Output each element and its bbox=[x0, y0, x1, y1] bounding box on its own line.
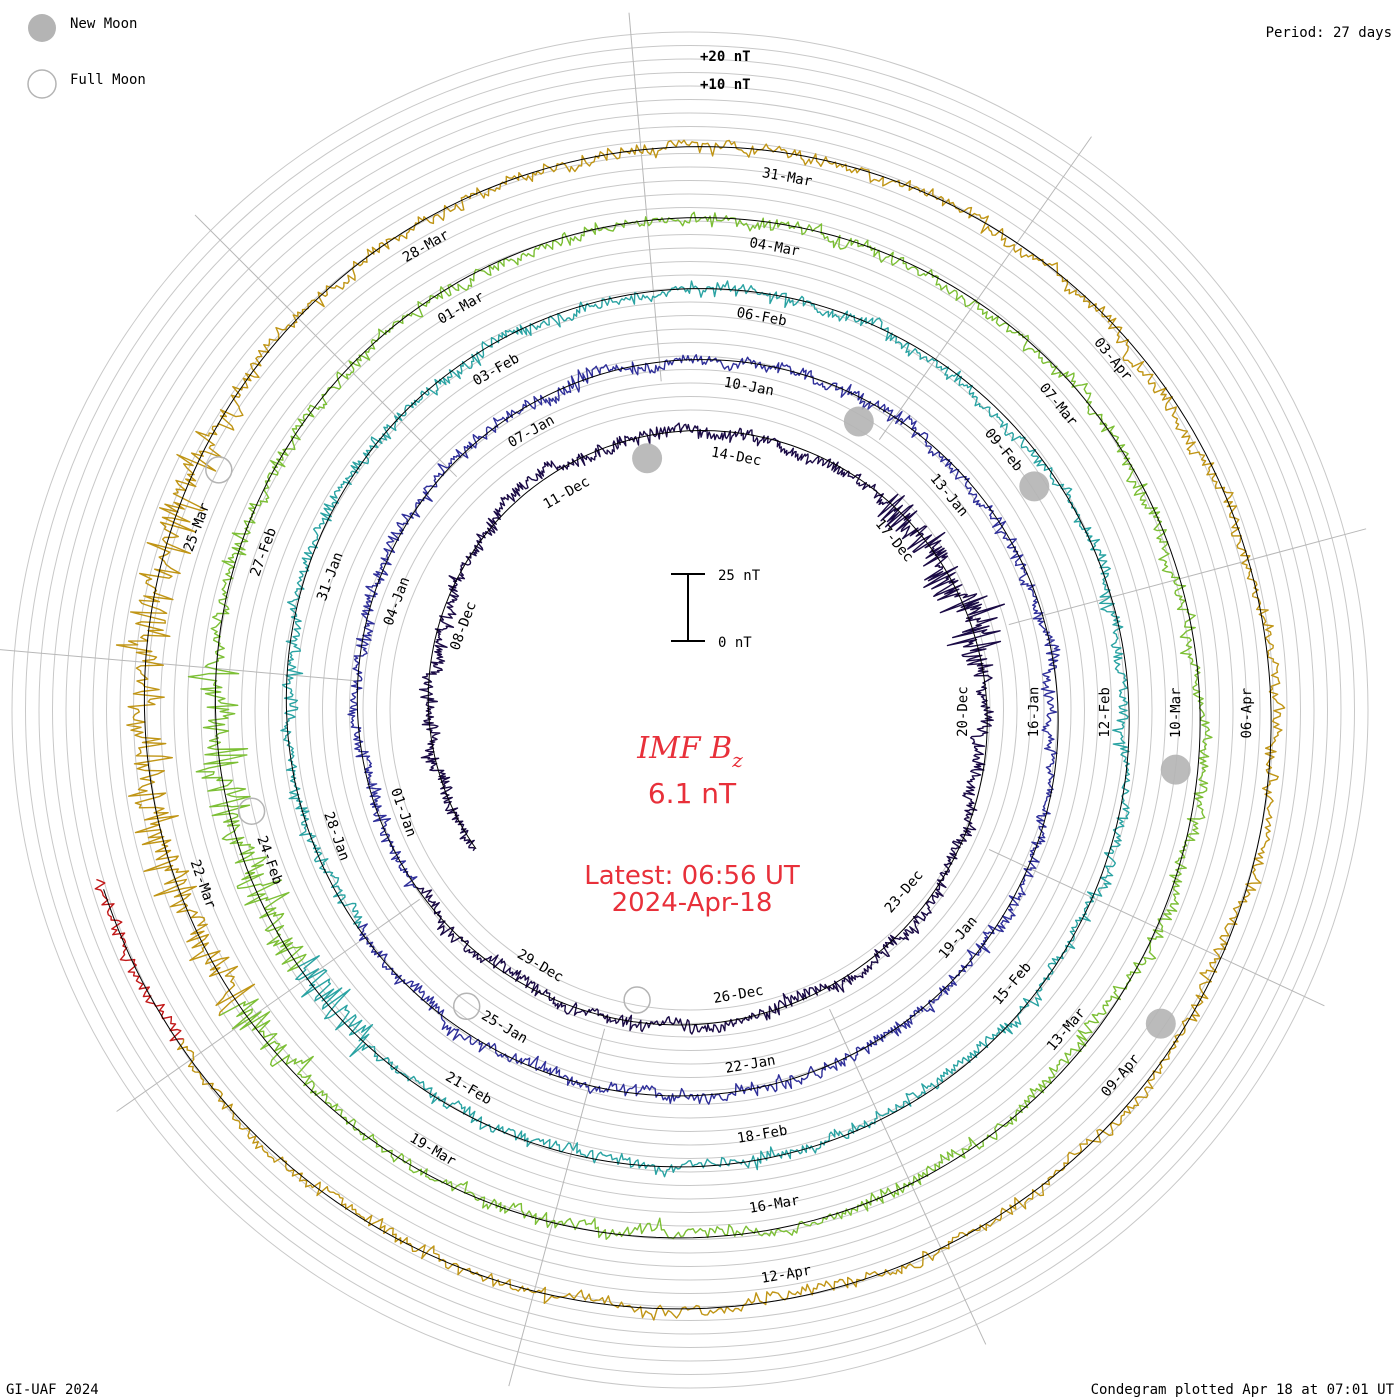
new-moon-marker bbox=[843, 406, 874, 437]
radial-spoke bbox=[194, 214, 458, 478]
grid-ring bbox=[160, 180, 1220, 1240]
grid-ring bbox=[389, 409, 991, 1011]
new-moon-marker bbox=[632, 443, 663, 474]
scale-bar-bottom-label: 0 nT bbox=[718, 635, 752, 651]
new-moon-marker bbox=[1145, 1008, 1176, 1039]
moon-phase-markers bbox=[205, 406, 1191, 1039]
bz-trace-turn bbox=[187, 211, 1213, 1240]
full-moon-marker bbox=[623, 986, 651, 1014]
grid-ring bbox=[92, 112, 1288, 1308]
date-tick-label: 14-Dec bbox=[710, 445, 763, 470]
radial-spoke bbox=[116, 898, 420, 1112]
date-tick-label: 27-Feb bbox=[248, 526, 281, 579]
date-tick-label: 12-Feb bbox=[1097, 687, 1113, 738]
grid-ring bbox=[25, 45, 1355, 1375]
radial-spoke bbox=[628, 12, 662, 382]
date-tick-label: 16-Mar bbox=[748, 1193, 801, 1217]
date-tick-label: 11-Dec bbox=[541, 474, 593, 513]
date-tick-label: 28-Jan bbox=[320, 810, 352, 863]
date-tick-label: 16-Jan bbox=[1026, 687, 1042, 738]
grid-ring bbox=[106, 126, 1274, 1294]
date-tick-label: 13-Mar bbox=[1044, 1005, 1089, 1054]
radial-spoke bbox=[0, 649, 362, 682]
grid-ring bbox=[52, 72, 1328, 1348]
grid-ring bbox=[349, 369, 1031, 1051]
date-tick-label: 01-Jan bbox=[387, 786, 419, 839]
center-latest-date: 2024-Apr-18 bbox=[612, 888, 773, 918]
bz-trace-turn bbox=[416, 422, 1005, 1035]
date-tick-label: 23-Dec bbox=[882, 867, 927, 916]
grid-ring bbox=[119, 139, 1261, 1281]
grid-ring bbox=[308, 328, 1072, 1092]
date-tick-label: 10-Mar bbox=[1168, 687, 1184, 738]
full-moon-marker bbox=[452, 992, 481, 1021]
grid-ring bbox=[362, 382, 1018, 1038]
grid-ring bbox=[335, 355, 1045, 1065]
full-moon-legend-icon bbox=[27, 69, 57, 99]
period-label: Period: 27 days bbox=[1266, 25, 1392, 41]
grid-ring bbox=[133, 153, 1247, 1267]
date-tick-label: 03-Apr bbox=[1090, 335, 1135, 384]
ring-label-20nT: +20 nT bbox=[700, 49, 751, 65]
grid-ring bbox=[173, 193, 1207, 1227]
date-tick-label: 29-Dec bbox=[514, 946, 566, 985]
new-moon-marker bbox=[1160, 754, 1191, 785]
new-moon-marker bbox=[1019, 471, 1050, 502]
date-tick-label: 24-Feb bbox=[253, 834, 285, 887]
grid-ring bbox=[241, 261, 1139, 1159]
grid-ring bbox=[281, 301, 1099, 1119]
grid-ring bbox=[376, 396, 1004, 1024]
full-moon-marker bbox=[205, 456, 233, 484]
date-tick-label: 01-Mar bbox=[435, 289, 487, 328]
scale-bar bbox=[671, 573, 705, 642]
grid-ring bbox=[65, 85, 1315, 1335]
date-tick-label: 22-Jan bbox=[724, 1053, 777, 1077]
scale-bar-top-label: 25 nT bbox=[718, 568, 761, 584]
center-title-sub: z bbox=[731, 748, 743, 772]
radial-spoke bbox=[878, 136, 1092, 440]
date-tick-label: 12-Apr bbox=[760, 1263, 813, 1287]
date-tick-label: 09-Apr bbox=[1098, 1051, 1143, 1100]
ring-label-10nT: +10 nT bbox=[700, 77, 751, 93]
date-tick-labels: 08-Dec11-Dec14-Dec17-Dec20-Dec23-Dec26-D… bbox=[181, 165, 1255, 1287]
date-tick-label: 06-Apr bbox=[1239, 688, 1255, 739]
center-latest-time: Latest: 06:56 UT bbox=[584, 861, 800, 891]
date-tick-label: 25-Jan bbox=[478, 1008, 530, 1047]
grid-ring bbox=[187, 207, 1193, 1213]
center-value: 6.1 nT bbox=[648, 777, 737, 810]
zero-baseline bbox=[103, 146, 1272, 1310]
radial-spoke bbox=[1008, 528, 1367, 626]
grid-ring bbox=[11, 31, 1369, 1389]
grid-ring bbox=[79, 99, 1301, 1321]
center-title-main: IMF B bbox=[636, 731, 732, 766]
date-tick-label: 03-Feb bbox=[470, 350, 522, 389]
grid-ring bbox=[214, 234, 1166, 1186]
full-moon-legend-label: Full Moon bbox=[70, 72, 146, 88]
date-tick-label: 26-Dec bbox=[712, 983, 765, 1007]
full-moon-marker bbox=[237, 797, 266, 825]
footer-credit: GI-UAF 2024 bbox=[6, 1382, 99, 1398]
bz-trace-turn bbox=[115, 139, 1286, 1321]
grid-ring bbox=[322, 342, 1058, 1078]
grid-ring bbox=[146, 166, 1234, 1254]
new-moon-legend-icon bbox=[28, 14, 56, 42]
radial-spokes bbox=[0, 12, 1367, 1387]
new-moon-legend-label: New Moon bbox=[70, 16, 137, 32]
grid-ring bbox=[38, 58, 1342, 1362]
date-tick-label: 06-Feb bbox=[735, 305, 788, 330]
date-tick-label: 22-Mar bbox=[187, 858, 219, 911]
zero-baseline-spiral bbox=[103, 146, 1272, 1310]
date-tick-label: 18-Feb bbox=[736, 1123, 789, 1147]
date-tick-label: 04-Jan bbox=[381, 575, 414, 628]
center-title: IMF Bz bbox=[636, 731, 743, 772]
footer-plot-time: Condegram plotted Apr 18 at 07:01 UT bbox=[1091, 1382, 1395, 1398]
date-tick-label: 09-Feb bbox=[981, 426, 1026, 475]
date-tick-label: 20-Dec bbox=[955, 686, 971, 737]
radial-spoke bbox=[829, 1008, 987, 1345]
